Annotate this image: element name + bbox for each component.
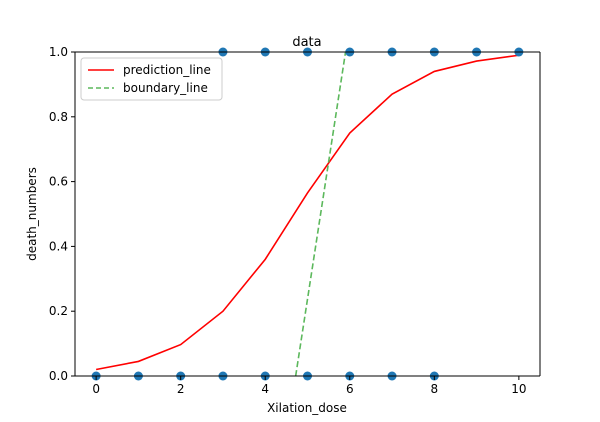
y-tick-label: 0.0 [49, 369, 68, 383]
x-tick-label: 2 [177, 382, 185, 396]
y-tick-label: 0.8 [49, 110, 68, 124]
plot-background [75, 52, 540, 376]
y-tick-label: 1.0 [49, 45, 68, 59]
x-tick-label: 10 [511, 382, 526, 396]
legend-label-boundary-line: boundary_line [123, 81, 208, 95]
x-tick-label: 6 [346, 382, 354, 396]
y-tick-label: 0.2 [49, 304, 68, 318]
legend-label-prediction-line: prediction_line [123, 63, 211, 77]
x-axis-ticks: 0 2 4 6 8 10 [92, 376, 527, 396]
x-tick-label: 4 [261, 382, 269, 396]
plot-area [74, 47, 541, 381]
x-tick-label: 8 [430, 382, 438, 396]
y-tick-label: 0.6 [49, 175, 68, 189]
chart-title: data [292, 35, 321, 50]
y-axis-ticks: 0.0 0.2 0.4 0.6 0.8 1.0 [49, 45, 75, 383]
y-tick-label: 0.4 [49, 239, 68, 253]
legend: prediction_line boundary_line [80, 57, 223, 101]
x-tick-label: 0 [92, 382, 100, 396]
x-axis-label: Xilation_dose [267, 401, 347, 415]
series-boundary-line [294, 52, 347, 376]
y-axis-label: death_numbers [25, 167, 39, 261]
series-prediction-line [95, 54, 519, 371]
legend-box [80, 57, 223, 101]
